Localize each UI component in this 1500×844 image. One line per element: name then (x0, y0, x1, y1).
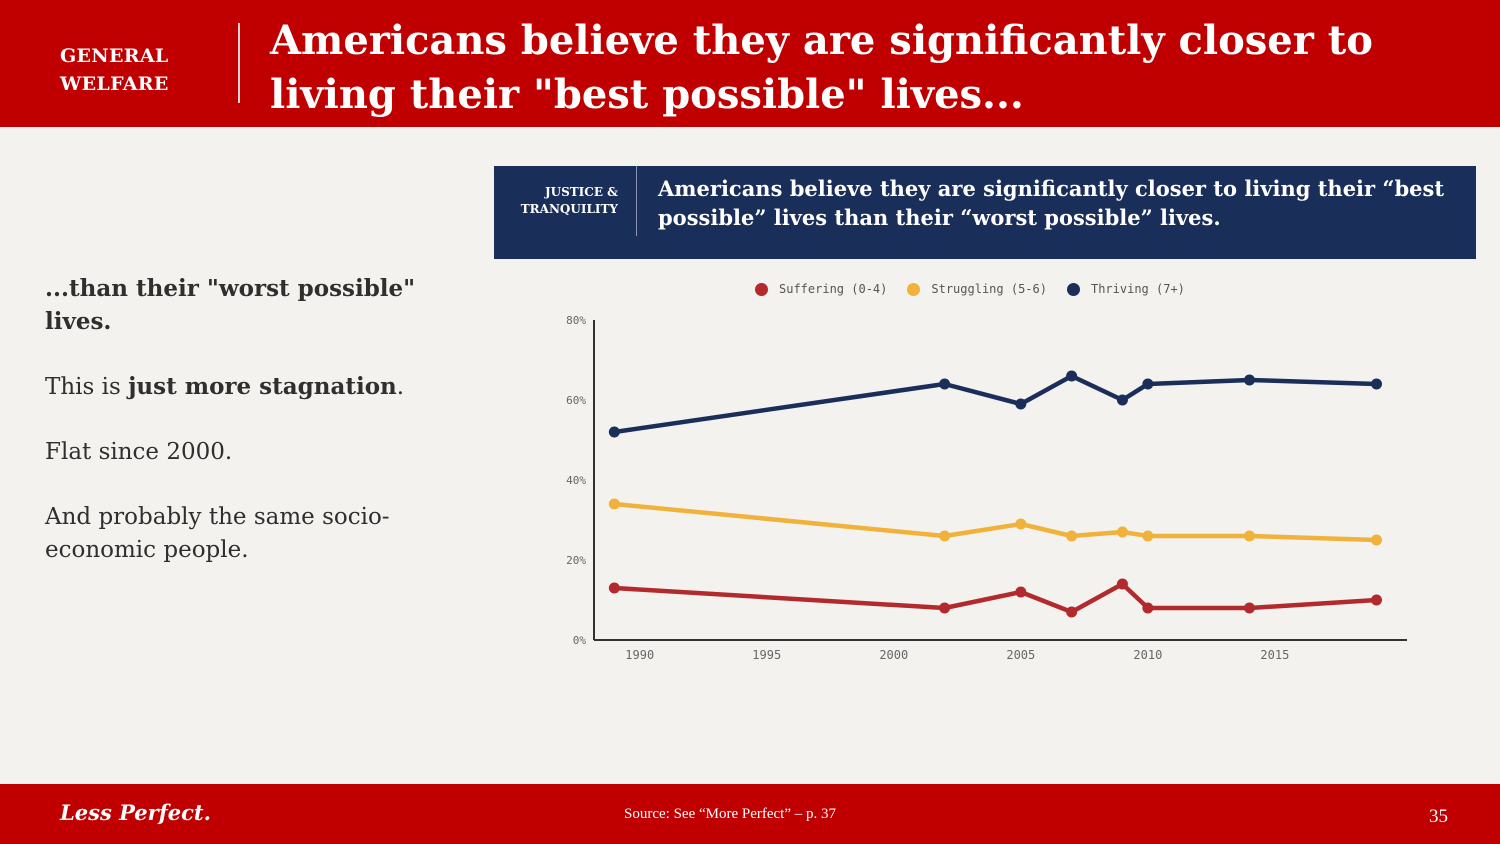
data-point-suffering (1371, 594, 1383, 606)
data-point-struggling (1066, 530, 1078, 542)
data-point-suffering (1142, 602, 1154, 614)
footer-brand: Less Perfect. (60, 800, 211, 825)
section-label-line1: GENERAL (60, 45, 169, 67)
banner-category-line2: TRANQUILITY (520, 202, 618, 216)
data-point-struggling (939, 530, 951, 542)
data-point-suffering (1116, 578, 1128, 590)
commentary: ...than their "worst possible" lives. Th… (45, 272, 465, 599)
legend-label-thriving: Thriving (7+) (1090, 282, 1185, 296)
data-point-thriving (1243, 374, 1255, 386)
y-tick-label: 0% (573, 634, 587, 647)
x-tick-label: 2015 (1260, 648, 1289, 662)
series-line-suffering (612, 581, 1379, 615)
series-line-struggling (612, 501, 1379, 543)
x-tick-label: 2005 (1006, 648, 1035, 662)
x-tick-label: 2010 (1133, 648, 1162, 662)
data-point-struggling (608, 498, 620, 510)
data-point-suffering (1066, 606, 1078, 618)
series-line-thriving (612, 373, 1379, 435)
data-point-struggling (1371, 534, 1383, 546)
y-tick-label: 40% (566, 474, 586, 487)
banner-title: Americans believe they are significantly… (658, 176, 1445, 230)
chart-banner: JUSTICE & TRANQUILITY Americans believe … (494, 166, 1476, 259)
commentary-socioeconomic: And probably the same socio-economic peo… (45, 504, 390, 563)
banner-divider (636, 166, 637, 236)
data-point-suffering (1243, 602, 1255, 614)
y-tick-label: 80% (566, 314, 586, 327)
x-tick-label: 2000 (879, 648, 908, 662)
data-point-struggling (1015, 518, 1027, 530)
data-point-struggling (1116, 526, 1128, 538)
slide-title: Americans believe they are significantly… (270, 17, 1373, 118)
footer-bar: Less Perfect. Source: See “More Perfect”… (0, 784, 1500, 844)
line-chart: 0% 20% 40% 60% 80% 1990 1995 2000 2005 2010 2015 (566, 314, 1407, 662)
legend-item-thriving: Thriving (7+) (1066, 282, 1185, 296)
banner-category: JUSTICE & TRANQUILITY (494, 184, 618, 218)
legend-dot-suffering (755, 282, 768, 296)
data-point-thriving (939, 378, 951, 390)
y-tick-label: 60% (566, 394, 586, 407)
commentary-stagnation-bold: just more stagnation (128, 373, 397, 400)
commentary-lead: ...than their "worst possible" lives. (45, 275, 416, 335)
data-point-thriving (1116, 394, 1128, 406)
data-point-suffering (939, 602, 951, 614)
legend-item-suffering: Suffering (0-4) (755, 282, 887, 296)
header-bar: GENERAL WELFARE Americans believe they a… (0, 0, 1500, 127)
data-point-struggling (1142, 530, 1154, 542)
x-tick-label: 1995 (752, 648, 781, 662)
commentary-stagnation-suffix: . (396, 374, 405, 400)
legend-label-struggling: Struggling (5-6) (931, 282, 1047, 296)
data-point-thriving (608, 426, 620, 438)
header-divider (238, 23, 240, 103)
data-point-suffering (1015, 586, 1027, 598)
data-point-thriving (1371, 378, 1383, 390)
data-point-thriving (1015, 398, 1027, 410)
legend-item-struggling: Struggling (5-6) (907, 282, 1047, 296)
data-point-suffering (608, 582, 620, 594)
page-number: 35 (1429, 806, 1448, 827)
section-label: GENERAL WELFARE (60, 42, 169, 98)
y-tick-label: 20% (566, 554, 586, 567)
chart-legend: Suffering (0-4) Struggling (5-6) Thrivin… (755, 280, 1205, 298)
data-point-thriving (1066, 370, 1078, 382)
legend-dot-struggling (907, 282, 921, 296)
data-point-thriving (1142, 378, 1154, 390)
commentary-flat: Flat since 2000. (45, 439, 233, 465)
data-point-struggling (1243, 530, 1255, 542)
legend-dot-thriving (1066, 282, 1080, 296)
footer-source: Source: See “More Perfect” – p. 37 (624, 806, 837, 822)
banner-category-line1: JUSTICE & (544, 185, 618, 199)
commentary-stagnation: This is just more stagnation. (45, 370, 465, 404)
legend-label-suffering: Suffering (0-4) (779, 282, 888, 296)
x-tick-label: 1990 (625, 648, 654, 662)
section-label-line2: WELFARE (60, 73, 169, 95)
commentary-stagnation-prefix: This is (45, 374, 129, 400)
